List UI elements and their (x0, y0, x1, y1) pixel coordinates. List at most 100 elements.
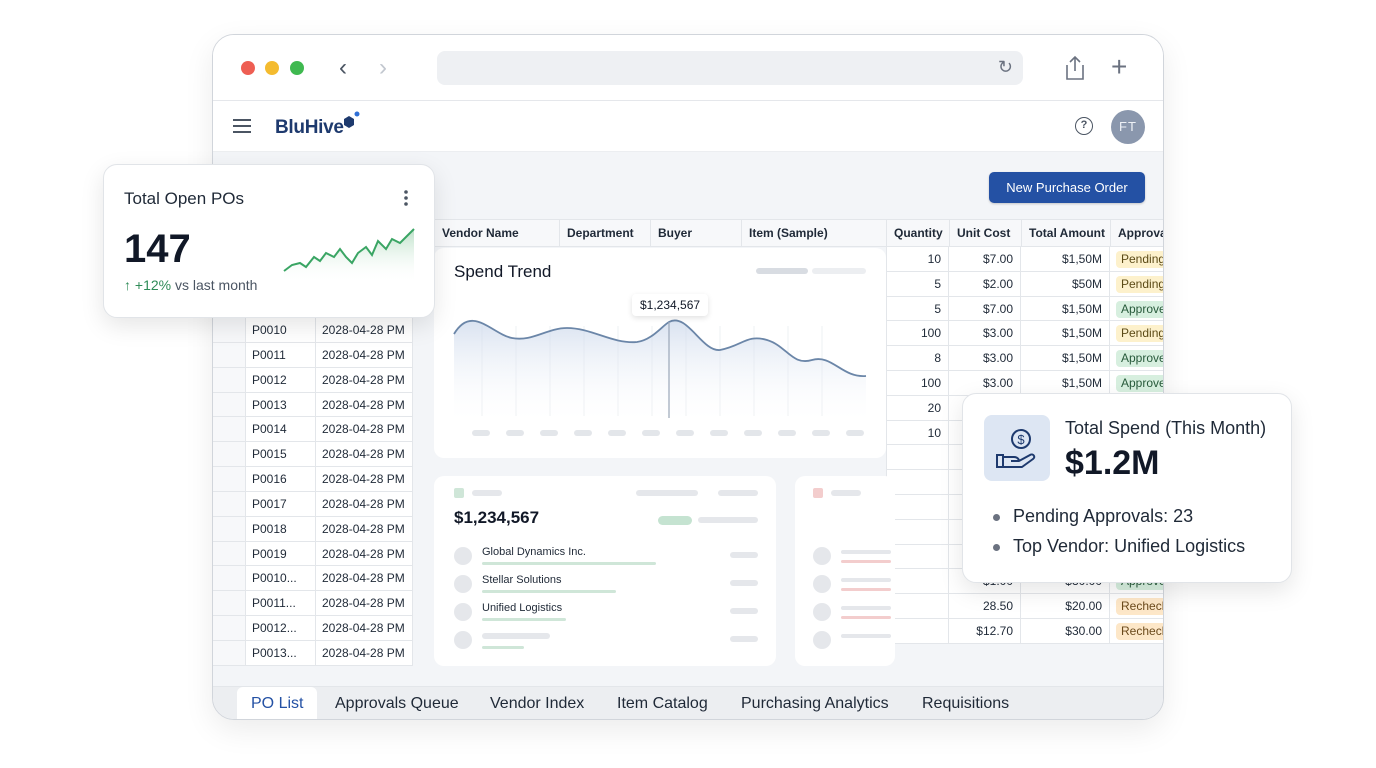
label-placeholder (636, 490, 698, 496)
approval-cell[interactable]: Approved (1110, 371, 1163, 395)
table-row[interactable]: P0018 2028-04-28 PM (213, 516, 413, 542)
tab-vendor-index[interactable]: Vendor Index (490, 695, 585, 712)
quantity-cell (886, 445, 949, 470)
quantity-cell: 100 (886, 321, 949, 346)
back-arrow-icon[interactable]: ‹ (339, 54, 347, 81)
status-badge: Recheck (1116, 598, 1163, 616)
vendor-name[interactable]: Stellar Solutions (482, 574, 562, 586)
approval-cell[interactable]: Approved (1110, 297, 1163, 321)
table-row[interactable]: P0011 2028-04-28 PM (213, 342, 413, 368)
tab-requisitions[interactable]: Requisitions (922, 695, 1010, 712)
kpi-delta-percent: +12% (134, 277, 172, 293)
table-row[interactable]: P0014 2028-04-28 PM (213, 417, 413, 443)
svg-text:$: $ (1017, 432, 1025, 447)
vendor-avatar (454, 631, 472, 649)
unit-cost-cell: $3.00 (949, 346, 1021, 370)
approval-cell[interactable]: Approved (1110, 346, 1163, 370)
approval-cell[interactable]: Recheck (1110, 594, 1163, 618)
minimize-window-button[interactable] (265, 61, 279, 75)
table-row[interactable]: 5$7.00$1,50M Approved (886, 296, 1163, 322)
table-row[interactable]: P0019 2028-04-28 PM (213, 541, 413, 567)
app-logo[interactable]: BluHive (275, 117, 344, 138)
approval-cell[interactable]: Pending (1110, 321, 1163, 345)
approval-cell[interactable]: Pending (1110, 272, 1163, 296)
maximize-window-button[interactable] (290, 61, 304, 75)
spend-trend-card: Spend Trend (434, 248, 886, 458)
tab-purchasing-analytics[interactable]: Purchasing Analytics (741, 695, 889, 712)
total-amount-cell: $30.00 (1021, 618, 1110, 643)
column-header[interactable]: Item (Sample) (741, 219, 887, 247)
top-vendor-item: Top Vendor: Unified Logistics (993, 536, 1245, 557)
more-options-icon[interactable] (404, 189, 408, 207)
column-header[interactable]: Vendor Name (434, 219, 560, 247)
help-icon[interactable]: ? (1075, 117, 1093, 135)
quantity-cell (886, 569, 949, 594)
bar-placeholder (841, 616, 891, 619)
tab-po-list[interactable]: PO List (237, 687, 318, 719)
table-row[interactable]: P0017 2028-04-28 PM (213, 491, 413, 517)
table-row[interactable]: P0010 2028-04-28 PM (213, 318, 413, 343)
quantity-cell: 8 (886, 346, 949, 370)
address-bar[interactable]: ↻ (437, 51, 1023, 85)
kpi-value: 147 (124, 227, 191, 271)
vendor-name[interactable]: Global Dynamics Inc. (482, 546, 586, 558)
table-row[interactable]: 10 $7.00 $1,50M Pending (886, 247, 1163, 272)
table-row[interactable]: P0011... 2028-04-28 PM (213, 591, 413, 617)
spend-trend-title: Spend Trend (454, 262, 552, 281)
table-row[interactable]: $12.70 $30.00 Recheck (886, 618, 1163, 644)
total-amount-cell: $50M (1021, 271, 1110, 296)
total-amount-cell: $1,50M (1021, 296, 1110, 321)
label-placeholder (698, 517, 758, 523)
vendor-bar (482, 618, 566, 621)
column-header[interactable]: Quantity (886, 219, 950, 247)
table-row[interactable]: P0013... 2028-04-28 PM (213, 640, 413, 666)
table-row[interactable]: P0012 2028-04-28 PM (213, 367, 413, 393)
total-spend-card: $ Total Spend (This Month) $1.2M Pending… (962, 393, 1292, 583)
reload-icon[interactable]: ↻ (997, 57, 1013, 77)
unit-cost-cell: $7.00 (949, 296, 1021, 321)
unit-cost-cell: 28.50 (949, 594, 1021, 618)
chart-tooltip: $1,234,567 (632, 294, 709, 316)
table-row[interactable]: 100$3.00$1,50M Approved (886, 370, 1163, 396)
tab-item-catalog[interactable]: Item Catalog (617, 695, 708, 712)
vendor-bar (482, 590, 616, 593)
column-header[interactable]: Total Amount (1021, 219, 1111, 247)
column-header[interactable]: Buyer (650, 219, 742, 247)
table-row[interactable]: P0010... 2028-04-28 PM (213, 566, 413, 592)
table-row[interactable]: P0016 2028-04-28 PM (213, 467, 413, 492)
browser-window: ‹ › ↻ + BluHive ? FT New Purchase Order … (212, 34, 1164, 720)
share-icon[interactable] (1063, 55, 1087, 81)
table-row[interactable]: P0013 2028-04-28 PM (213, 392, 413, 418)
table-row[interactable]: 5 $2.00 $50M Pending (886, 271, 1163, 297)
total-amount-cell: $1,50M (1021, 321, 1110, 346)
approval-cell[interactable]: Recheck (1110, 619, 1163, 643)
new-purchase-order-button[interactable]: New Purchase Order (989, 172, 1145, 203)
table-row[interactable]: 28.50 $20.00 Recheck (886, 594, 1163, 619)
table-row[interactable]: P0012... 2028-04-28 PM (213, 616, 413, 641)
tab-approvals-queue[interactable]: Approvals Queue (335, 695, 459, 712)
table-row[interactable]: P0015 2028-04-28 PM (213, 442, 413, 468)
forward-arrow-icon[interactable]: › (379, 54, 387, 81)
table-row[interactable]: 8$3.00$1,50M Approved (886, 346, 1163, 371)
column-header[interactable]: Approval (1110, 219, 1163, 247)
approval-cell[interactable]: Pending (1110, 247, 1163, 271)
list-avatar (813, 547, 831, 565)
new-tab-icon[interactable]: + (1111, 51, 1128, 82)
vendor-name[interactable]: Unified Logistics (482, 602, 563, 614)
avatar[interactable]: FT (1111, 110, 1145, 144)
kpi-title: Total Open POs (124, 189, 245, 208)
table-row[interactable]: 100 $3.00 $1,50M Pending (886, 321, 1163, 347)
kpi-delta-suffix: vs last month (174, 277, 258, 293)
secondary-card (795, 476, 895, 666)
total-amount-cell: $1,50M (1021, 346, 1110, 370)
po-table-left: P0010 2028-04-28 PM P0011 2028-04-28 PM P0… (213, 318, 413, 666)
column-header[interactable]: Unit Cost (949, 219, 1022, 247)
column-header[interactable]: Department (559, 219, 651, 247)
status-badge: Approved (1116, 374, 1163, 392)
legend-placeholder (812, 268, 866, 274)
label-placeholder (841, 578, 891, 582)
close-window-button[interactable] (241, 61, 255, 75)
list-avatar (813, 603, 831, 621)
status-badge: Approved (1116, 300, 1163, 318)
menu-icon[interactable] (233, 119, 251, 133)
